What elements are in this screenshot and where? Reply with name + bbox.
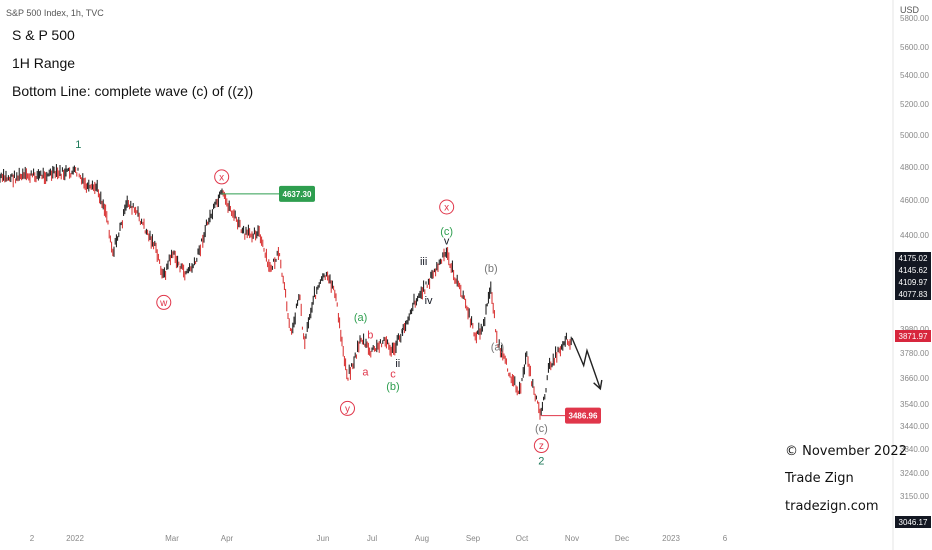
projection-path [571,337,601,390]
x-tick-label: 2023 [662,534,680,543]
y-tick-label: 3780.00 [900,349,929,358]
wave-label: (b) [484,263,497,275]
wave-label: (c) [535,423,548,435]
x-tick-label: Dec [615,534,629,543]
wave-label: 1 [75,139,81,151]
x-tick-label: Sep [466,534,481,543]
x-tick-label: 2022 [66,534,84,543]
brand-name: Trade Zign [784,471,854,486]
y-tick-label: 3150.00 [900,492,929,501]
wave-label: x [219,172,224,183]
y-tick-label: 3980.00 [900,325,929,334]
wave-label: c [390,368,396,380]
price-label-box [895,288,931,300]
x-tick-label: Aug [415,534,429,543]
bottom-line-note: Bottom Line: complete wave (c) of ((z)) [12,83,253,99]
wave-label: w [159,298,168,309]
x-tick-label: 2 [30,534,35,543]
x-tick-label: Oct [516,534,529,543]
wave-circle [439,199,455,215]
wave-label: (a) [491,342,504,354]
wave-label: z [539,441,544,452]
brand-site: tradezign.com [785,499,878,514]
y-tick-label: 5200.00 [900,100,929,109]
price-series [0,164,572,420]
y-tick-label: 4800.00 [900,163,929,172]
price-label-value: 4175.02 [899,254,928,263]
x-tick-label: Jul [367,534,377,543]
y-tick-label: 3540.00 [900,400,929,409]
y-tick-label: 5800.00 [900,14,929,23]
price-label-box [895,330,931,342]
currency-label: USD [900,5,920,15]
price-label-value: 4077.83 [899,290,928,299]
y-tick-label: 4600.00 [900,196,929,205]
wave-circle [214,169,230,185]
y-tick-label: 3340.00 [900,445,929,454]
wave-circle [156,294,172,310]
wave-label: x [444,203,449,214]
price-label-box [895,252,931,264]
price-axis-labels: 4175.02 4145.62 4109.97 4077.83 3871.97 3046.… [895,252,931,528]
symbol-line: S&P 500 Index, 1h, TVC [6,8,104,18]
wave-circle [533,438,549,454]
price-label-box [895,516,931,528]
wave-label: ii [395,358,400,370]
x-tick-label: Apr [221,534,234,543]
callout-box [565,407,601,424]
callout-value: 4637.30 [283,190,312,199]
wave-label: y [345,404,350,415]
price-label-value: 4109.97 [899,278,928,287]
y-tick-label: 5000.00 [900,131,929,140]
y-tick-label: 3440.00 [900,422,929,431]
wave-label: 2 [538,456,544,468]
callout-box [279,185,315,202]
y-tick-label: 4400.00 [900,231,929,240]
projection-arrow [571,337,603,391]
y-axis-ticks: 5800.00 5600.00 5400.00 5200.00 5000.00 4800.… [900,14,929,501]
price-label-box [895,264,931,276]
price-label-value: 3871.97 [899,332,928,341]
y-tick-label: 5400.00 [900,71,929,80]
price-label-value: 3046.17 [899,518,928,527]
wave-label: iv [425,295,433,307]
wave-label: (b) [386,381,399,393]
wave-label: iii [420,256,427,268]
wave-circle [340,400,355,416]
chart-title: S & P 500 [12,27,75,43]
chart-subtitle: 1H Range [12,55,75,71]
wave-label: i [401,327,403,339]
x-tick-label: Mar [165,534,179,543]
wave-label: a [362,366,369,378]
wave-label: b [367,330,373,342]
projection-arrowhead [593,379,603,391]
x-tick-label: 6 [723,534,728,543]
copyright-text: © November 2022 [785,444,907,459]
y-tick-label: 5600.00 [900,43,929,52]
wave-label: (c) [440,226,453,238]
y-tick-label: 3240.00 [900,469,929,478]
price-label-box [895,276,931,288]
price-callouts: 4637.30 3486.96 [221,185,601,424]
price-label-value: 4145.62 [899,266,928,275]
callout-value: 3486.96 [569,412,598,421]
y-tick-label: 3660.00 [900,374,929,383]
x-tick-label: Nov [565,534,579,543]
x-axis-ticks: 2 2022 Mar Apr Jun Jul Aug Sep Oct Nov Dec 2023 6 [30,534,728,543]
wave-label: (a) [354,312,367,324]
x-tick-label: Jun [317,534,330,543]
wave-label: v [444,236,450,248]
